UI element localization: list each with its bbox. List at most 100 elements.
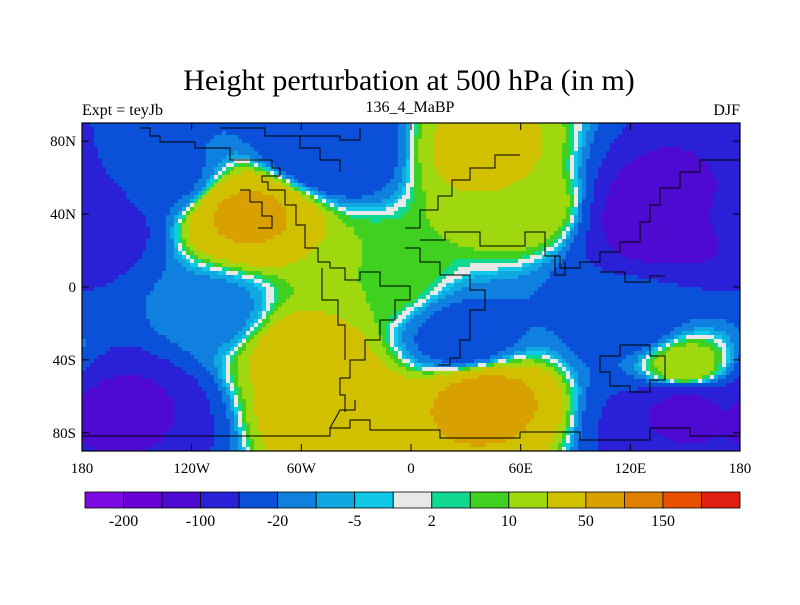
field-cell	[82, 147, 86, 151]
field-cell	[210, 163, 214, 167]
field-cell	[246, 199, 250, 203]
field-cell	[274, 195, 278, 199]
field-cell	[686, 131, 690, 135]
field-cell	[530, 131, 534, 135]
field-cell	[518, 187, 522, 191]
field-cell	[114, 183, 118, 187]
field-cell	[206, 159, 210, 163]
field-cell	[234, 203, 238, 207]
field-cell	[538, 151, 542, 155]
field-cell	[670, 147, 674, 151]
field-cell	[438, 195, 442, 199]
field-cell	[234, 187, 238, 191]
field-cell	[134, 179, 138, 183]
field-cell	[726, 151, 730, 155]
field-cell	[626, 223, 630, 227]
field-cell	[454, 139, 458, 143]
field-cell	[154, 223, 158, 227]
field-cell	[170, 211, 174, 215]
field-cell	[630, 187, 634, 191]
field-cell	[450, 231, 454, 235]
field-cell	[178, 231, 182, 235]
field-cell	[350, 199, 354, 203]
field-cell	[482, 139, 486, 143]
field-cell	[166, 139, 170, 143]
field-cell	[502, 151, 506, 155]
field-cell	[662, 167, 666, 171]
field-cell	[626, 227, 630, 231]
field-cell	[454, 151, 458, 155]
field-cell	[194, 159, 198, 163]
field-cell	[646, 159, 650, 163]
field-cell	[638, 155, 642, 159]
field-cell	[670, 135, 674, 139]
field-cell	[110, 147, 114, 151]
field-cell	[474, 187, 478, 191]
field-cell	[730, 159, 734, 163]
field-cell	[550, 179, 554, 183]
field-cell	[298, 207, 302, 211]
field-cell	[670, 127, 674, 131]
field-cell	[186, 191, 190, 195]
field-cell	[162, 223, 166, 227]
field-cell	[246, 215, 250, 219]
field-cell	[606, 167, 610, 171]
field-cell	[574, 191, 578, 195]
field-cell	[566, 223, 570, 227]
field-cell	[714, 183, 718, 187]
field-cell	[634, 123, 638, 127]
field-cell	[346, 143, 350, 147]
field-cell	[706, 211, 710, 215]
field-cell	[98, 183, 102, 187]
field-cell	[298, 171, 302, 175]
field-cell	[714, 203, 718, 207]
field-cell	[206, 139, 210, 143]
field-cell	[106, 163, 110, 167]
field-cell	[334, 143, 338, 147]
field-cell	[102, 171, 106, 175]
field-cell	[494, 187, 498, 191]
field-cell	[354, 139, 358, 143]
field-cell	[194, 179, 198, 183]
field-cell	[454, 203, 458, 207]
field-cell	[234, 131, 238, 135]
field-cell	[706, 215, 710, 219]
field-cell	[326, 143, 330, 147]
field-cell	[606, 235, 610, 239]
field-cell	[514, 215, 518, 219]
field-cell	[230, 187, 234, 191]
field-cell	[94, 195, 98, 199]
field-cell	[706, 159, 710, 163]
field-cell	[466, 179, 470, 183]
field-cell	[538, 163, 542, 167]
field-cell	[558, 171, 562, 175]
field-cell	[498, 167, 502, 171]
field-cell	[614, 211, 618, 215]
field-cell	[90, 199, 94, 203]
field-cell	[210, 243, 214, 247]
field-cell	[250, 183, 254, 187]
field-cell	[690, 163, 694, 167]
field-cell	[90, 243, 94, 247]
field-cell	[150, 171, 154, 175]
field-cell	[446, 223, 450, 227]
field-cell	[722, 239, 726, 243]
field-cell	[506, 207, 510, 211]
field-cell	[442, 155, 446, 159]
field-cell	[354, 151, 358, 155]
field-cell	[338, 127, 342, 131]
field-cell	[666, 203, 670, 207]
field-cell	[550, 123, 554, 127]
field-cell	[102, 231, 106, 235]
field-cell	[186, 179, 190, 183]
field-cell	[390, 199, 394, 203]
field-cell	[430, 219, 434, 223]
field-cell	[302, 191, 306, 195]
field-cell	[586, 123, 590, 127]
field-cell	[130, 147, 134, 151]
field-cell	[598, 183, 602, 187]
field-cell	[370, 139, 374, 143]
field-cell	[270, 135, 274, 139]
field-cell	[738, 135, 740, 139]
field-cell	[678, 239, 682, 243]
